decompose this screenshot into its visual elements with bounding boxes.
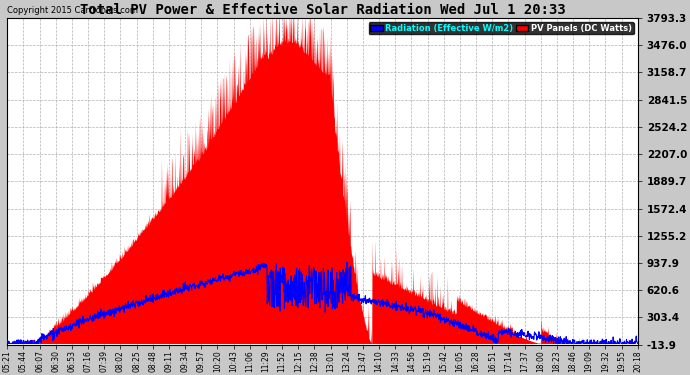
Text: Copyright 2015 Cartronics.com: Copyright 2015 Cartronics.com xyxy=(8,6,138,15)
Title: Total PV Power & Effective Solar Radiation Wed Jul 1 20:33: Total PV Power & Effective Solar Radiati… xyxy=(79,3,565,17)
Legend: Radiation (Effective W/m2), PV Panels (DC Watts): Radiation (Effective W/m2), PV Panels (D… xyxy=(368,22,633,34)
